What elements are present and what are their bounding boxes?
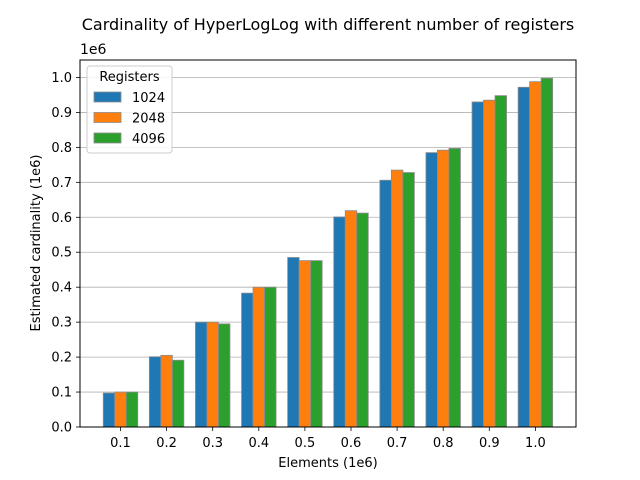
bar-1024-0.2 <box>148 356 162 428</box>
legend-box <box>86 65 173 154</box>
y-tick-label: 0.9 <box>51 106 72 121</box>
bar-1024-0.6 <box>333 216 346 428</box>
bar-2048-0.1 <box>114 391 127 428</box>
bar-4096-0.1 <box>125 391 139 428</box>
legend-title: Registers <box>99 70 160 85</box>
x-axis-label: Elements (1e6) <box>278 456 377 471</box>
bar-4096-0.3 <box>218 323 231 428</box>
x-tick-label: 0.3 <box>202 436 223 451</box>
y-tick-label: 0.1 <box>51 386 72 401</box>
plot-frame <box>79 59 577 428</box>
y-tick-label: 0.2 <box>51 351 72 366</box>
bar-2048-0.3 <box>206 321 219 428</box>
y-tick-label: 0.4 <box>51 281 72 296</box>
bar-4096-0.6 <box>356 212 369 428</box>
bar-1024-0.5 <box>287 257 300 428</box>
bar-2048-0.8 <box>437 149 450 428</box>
bar-1024-0.4 <box>241 292 254 428</box>
y-tick-label: 0.5 <box>51 246 72 261</box>
bar-4096-0.4 <box>264 286 277 428</box>
chart-title: Cardinality of HyperLogLog with differen… <box>82 15 575 34</box>
legend-label-2048: 2048 <box>132 112 165 127</box>
legend-swatch-4096 <box>93 132 122 144</box>
bar-2048-0.5 <box>298 260 312 428</box>
y-offset-label: 1e6 <box>80 42 107 58</box>
y-axis-ticks: 0.0 0.1 0.2 0.3 0.4 0.5 0.6 0.7 0.8 0.9 1.0 <box>51 71 80 436</box>
bar-1024-1.0 <box>517 86 531 428</box>
x-tick-label: 0.6 <box>341 436 362 451</box>
x-tick-label: 1.0 <box>525 436 546 451</box>
bar-4096-0.5 <box>310 260 323 428</box>
bar-1024-0.8 <box>425 152 438 428</box>
bar-4096-0.8 <box>448 148 461 428</box>
y-tick-label: 0.0 <box>51 421 72 436</box>
legend-label-1024: 1024 <box>132 91 165 106</box>
y-tick-label: 0.3 <box>51 316 72 331</box>
bar-4096-1.0 <box>540 77 554 428</box>
bar-2048-0.7 <box>390 169 404 428</box>
bar-4096-0.9 <box>494 95 507 428</box>
legend-swatch-2048 <box>93 112 122 123</box>
x-tick-label: 0.1 <box>110 436 131 451</box>
x-tick-label: 0.9 <box>479 436 500 451</box>
y-tick-label: 0.7 <box>51 176 72 191</box>
y-tick-label: 1.0 <box>51 71 72 86</box>
bar-4096-0.2 <box>171 359 185 428</box>
bar-2048-1.0 <box>529 81 542 428</box>
bar-1024-0.9 <box>471 101 484 428</box>
bar-2048-0.2 <box>160 354 173 428</box>
x-axis-ticks: 0.1 0.2 0.3 0.4 0.5 0.6 0.7 0.8 0.9 1.0 <box>110 427 546 451</box>
y-tick-label: 0.6 <box>51 211 72 226</box>
x-tick-label: 0.4 <box>248 436 269 451</box>
x-tick-label: 0.8 <box>433 436 454 451</box>
bar-4096-0.7 <box>402 172 415 428</box>
x-tick-label: 0.2 <box>156 436 177 451</box>
x-tick-label: 0.5 <box>295 436 316 451</box>
bars <box>102 77 554 428</box>
x-tick-label: 0.7 <box>387 436 408 451</box>
bar-2048-0.9 <box>483 99 496 428</box>
bar-2048-0.4 <box>252 286 265 428</box>
legend: Registers 1024 2048 4096 <box>86 65 173 154</box>
bar-1024-0.3 <box>195 321 208 428</box>
y-tick-label: 0.8 <box>51 141 72 156</box>
legend-swatch-1024 <box>93 91 122 103</box>
y-axis-label: Estimated cardinality (1e6) <box>29 155 44 332</box>
legend-label-4096: 4096 <box>132 132 165 147</box>
bar-1024-0.1 <box>102 392 116 428</box>
bar-1024-0.7 <box>379 179 392 428</box>
bar-2048-0.6 <box>344 210 358 428</box>
